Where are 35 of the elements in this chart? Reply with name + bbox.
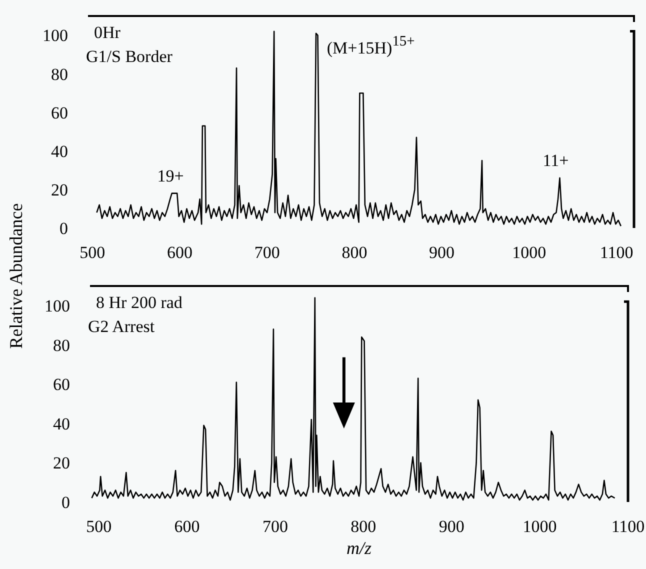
x-axis-title: m/z xyxy=(346,538,372,558)
y-tick-label: 80 xyxy=(53,336,70,355)
x-tick-label: 600 xyxy=(174,517,200,536)
y-tick-label: 0 xyxy=(62,492,70,512)
annotation: 11+ xyxy=(542,150,569,170)
text: G1/S Border xyxy=(86,47,173,66)
x-tick-label: 1100 xyxy=(600,243,634,262)
x-tick-label: 1000 xyxy=(522,517,557,536)
y-tick-label: 100 xyxy=(44,296,70,316)
x-tick-label: 900 xyxy=(429,243,455,262)
y-tick-label: 40 xyxy=(51,142,68,161)
y-tick-label: 20 xyxy=(51,180,68,200)
y-axis-title: Relative Abundance xyxy=(6,203,26,349)
x-tick-label: 800 xyxy=(350,517,376,536)
text: G2 Arrest xyxy=(88,317,155,336)
x-tick-label: 500 xyxy=(86,517,112,536)
chart-title: 8 Hr 200 rad xyxy=(96,293,183,312)
annotation: 19+ xyxy=(157,166,184,186)
x-tick-label: 700 xyxy=(262,517,288,536)
chart-title: 0Hr xyxy=(94,23,121,42)
x-tick-label: 900 xyxy=(438,517,464,536)
x-tick-label: 500 xyxy=(80,243,106,262)
y-tick-label: 60 xyxy=(53,375,70,394)
annotation: (M+15H)$^{15+}$ xyxy=(326,33,415,58)
y-tick-label: 60 xyxy=(51,103,68,122)
x-tick-label: 700 xyxy=(254,243,280,262)
y-tick-label: 40 xyxy=(53,414,70,434)
y-tick-label: 100 xyxy=(42,26,68,46)
x-tick-label: 1100 xyxy=(611,517,645,536)
y-tick-label: 80 xyxy=(51,64,68,84)
x-tick-label: 800 xyxy=(342,243,368,262)
y-tick-label: 0 xyxy=(60,218,68,238)
x-tick-label: 1000 xyxy=(512,243,546,262)
x-tick-label: 600 xyxy=(166,243,192,262)
y-tick-label: 20 xyxy=(53,454,70,473)
